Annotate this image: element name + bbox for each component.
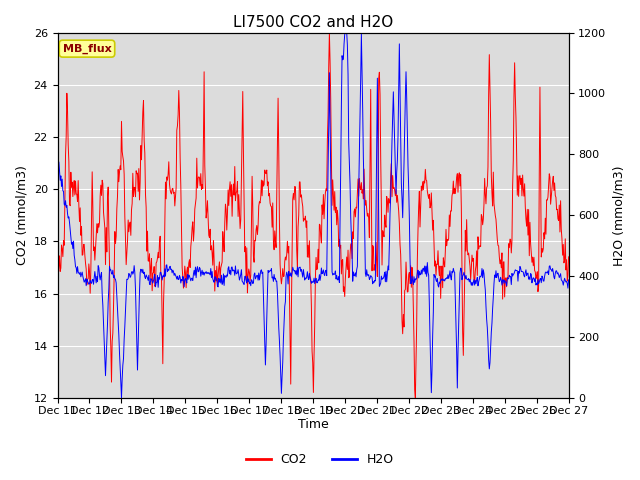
Legend: CO2, H2O: CO2, H2O [241, 448, 399, 471]
Text: MB_flux: MB_flux [63, 44, 111, 54]
Y-axis label: H2O (mmol/m3): H2O (mmol/m3) [612, 165, 625, 265]
Y-axis label: CO2 (mmol/m3): CO2 (mmol/m3) [15, 165, 28, 265]
Title: LI7500 CO2 and H2O: LI7500 CO2 and H2O [233, 15, 393, 30]
X-axis label: Time: Time [298, 419, 328, 432]
